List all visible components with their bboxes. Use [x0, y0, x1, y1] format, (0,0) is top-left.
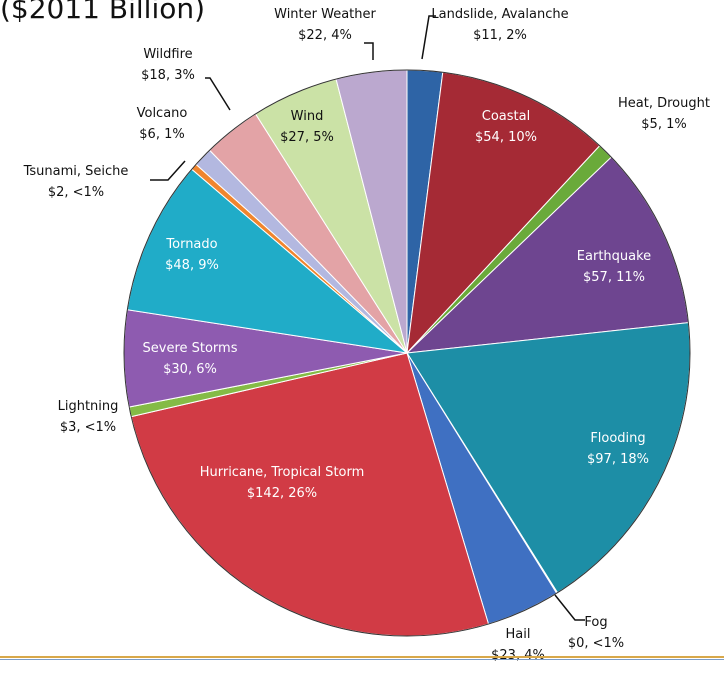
label-value-wildfire: $18, 3%	[141, 68, 195, 83]
label-wildfire: Wildfire $18, 3%	[141, 47, 195, 83]
label-name-tornado: Tornado	[165, 237, 217, 252]
leader-winter-weather	[364, 42, 374, 60]
label-severe-storms: Severe Storms $30, 6%	[143, 341, 238, 377]
label-value-heat-drought: $5, 1%	[641, 117, 686, 132]
label-tsunami-seiche: Tsunami, Seiche $2, <1%	[23, 164, 129, 200]
label-value-earthquake: $57, 11%	[583, 270, 645, 285]
leader-landslide-avalanche	[421, 15, 436, 60]
label-winter-weather: Winter Weather $22, 4%	[274, 7, 376, 43]
label-value-wind: $27, 5%	[280, 130, 334, 145]
label-lightning: Lightning $3, <1%	[58, 399, 119, 435]
label-value-winter-weather: $22, 4%	[298, 28, 352, 43]
label-volcano: Volcano $6, 1%	[137, 106, 188, 142]
label-name-lightning: Lightning	[58, 399, 119, 414]
label-name-fog: Fog	[584, 615, 607, 630]
leader-fog	[554, 594, 585, 621]
label-value-fog: $0, <1%	[568, 636, 624, 651]
label-value-tsunami-seiche: $2, <1%	[48, 185, 104, 200]
label-value-flooding: $97, 18%	[587, 452, 649, 467]
label-value-hurricane-tropical-storm: $142, 26%	[247, 486, 317, 501]
label-value-tornado: $48, 9%	[165, 258, 219, 273]
label-hurricane-tropical-storm: Hurricane, Tropical Storm $142, 26%	[200, 465, 365, 501]
label-name-volcano: Volcano	[137, 106, 188, 121]
leader-wildfire	[205, 77, 231, 111]
label-wind: Wind $27, 5%	[280, 109, 334, 145]
slice-labels: Landslide, Avalanche $11, 2% Coastal $54, 1…	[23, 7, 710, 663]
label-value-coastal: $54, 10%	[475, 130, 537, 145]
label-name-wind: Wind	[291, 109, 324, 124]
label-value-severe-storms: $30, 6%	[163, 362, 217, 377]
leader-lines	[150, 15, 585, 621]
label-fog: Fog $0, <1%	[568, 615, 624, 651]
label-coastal: Coastal $54, 10%	[475, 109, 537, 145]
label-tornado: Tornado $48, 9%	[165, 237, 219, 273]
label-name-coastal: Coastal	[482, 109, 530, 124]
bottom-rule	[0, 656, 724, 658]
leader-tsunami-seiche	[150, 160, 186, 181]
bottom-rule-secondary	[0, 659, 724, 660]
label-value-volcano: $6, 1%	[139, 127, 184, 142]
label-name-flooding: Flooding	[590, 431, 645, 446]
label-value-lightning: $3, <1%	[60, 420, 116, 435]
label-name-landslide-avalanche: Landslide, Avalanche	[431, 7, 568, 22]
pie-outline	[123, 69, 691, 637]
label-heat-drought: Heat, Drought $5, 1%	[618, 96, 710, 132]
label-name-earthquake: Earthquake	[577, 249, 651, 264]
label-name-tsunami-seiche: Tsunami, Seiche	[23, 164, 129, 179]
chart-title: ($2011 Billion)	[0, 0, 206, 25]
label-name-wildfire: Wildfire	[143, 47, 192, 62]
label-name-hail: Hail	[506, 627, 531, 642]
pie-slices	[123, 69, 691, 637]
label-earthquake: Earthquake $57, 11%	[577, 249, 651, 285]
label-name-heat-drought: Heat, Drought	[618, 96, 710, 111]
label-value-landslide-avalanche: $11, 2%	[473, 28, 527, 43]
label-flooding: Flooding $97, 18%	[587, 431, 649, 467]
label-name-winter-weather: Winter Weather	[274, 7, 376, 22]
label-landslide-avalanche: Landslide, Avalanche $11, 2%	[431, 7, 568, 43]
label-name-hurricane-tropical-storm: Hurricane, Tropical Storm	[200, 465, 365, 480]
label-name-severe-storms: Severe Storms	[143, 341, 238, 356]
